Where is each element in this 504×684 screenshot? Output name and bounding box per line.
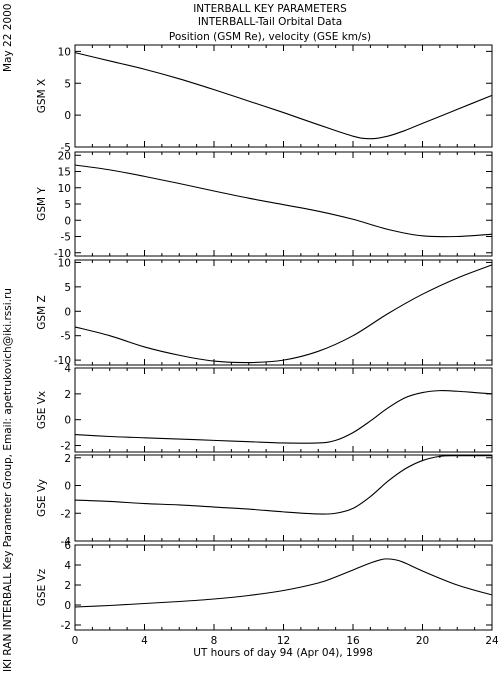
panel-5: -4 -2 0 2 GSE Vy (36, 453, 493, 548)
x-tick-label: 20 (416, 635, 429, 647)
y-tick-label: 2 (64, 389, 71, 401)
y-tick-label: 4 (64, 560, 71, 572)
y-tick-label: 0 (64, 110, 71, 122)
y-tick-label: 0 (64, 306, 71, 318)
y-tick-label: 20 (58, 150, 71, 162)
y-tick-label: 0 (64, 415, 71, 427)
panel-2: -10 -5 0 5 10 15 20 GSM Y (36, 150, 493, 260)
y-tick-label: -2 (61, 441, 71, 453)
panel-frame (74, 44, 493, 148)
header-line-2: INTERBALL-Tail Orbital Data (198, 16, 342, 28)
y-tick-label: 0 (64, 481, 71, 493)
panel-frame (74, 151, 493, 257)
y-tick-label: 2 (64, 580, 71, 592)
header-line-1: INTERBALL KEY PARAMETERS (193, 3, 347, 15)
y-tick-label: 5 (64, 78, 71, 90)
y-axis-label: GSM Z (36, 295, 48, 329)
y-tick-label: -2 (61, 508, 71, 520)
y-axis-label: GSE Vx (36, 391, 48, 429)
y-tick-label: -5 (61, 232, 71, 244)
x-tick-label: 16 (346, 635, 360, 647)
y-tick-label: 15 (58, 167, 71, 179)
series-line (74, 52, 493, 140)
series-line (74, 455, 493, 515)
y-tick-label: 10 (58, 183, 71, 195)
x-tick-label: 24 (485, 635, 499, 647)
x-tick-label: 0 (72, 635, 79, 647)
series-line (74, 164, 493, 238)
panel-4: -2 0 2 4 GSE Vx (36, 363, 493, 453)
series-line (74, 264, 493, 364)
panel-6: -2 0 2 4 6 GSE Vz (36, 540, 493, 632)
y-axis-label: GSM X (36, 79, 48, 113)
y-tick-label: 0 (64, 215, 71, 227)
y-tick-label: 2 (64, 453, 71, 465)
y-tick-label: -4 (61, 536, 72, 548)
y-axis-label: GSE Vz (36, 568, 48, 606)
side-credit: IKI RAN INTERBALL Key Parameter Group, E… (2, 288, 14, 672)
panel-1: -5 0 5 10 GSM X (36, 44, 493, 154)
y-tick-label: 5 (64, 282, 71, 294)
x-tick-label: 8 (211, 635, 218, 647)
y-tick-label: 4 (64, 363, 71, 375)
panel-3: -10 -5 0 5 10 GSM Z (36, 257, 493, 367)
y-tick-label: 0 (64, 600, 71, 612)
y-tick-label: -2 (61, 620, 71, 632)
panel-frame (74, 454, 493, 542)
y-tick-label: 5 (64, 199, 71, 211)
y-tick-label: 6 (64, 540, 71, 552)
header-line-3: Position (GSM Re), velocity (GSE km/s) (169, 31, 371, 43)
series-line (74, 558, 493, 608)
series-line (74, 390, 493, 444)
side-date: May 22 2000 (2, 4, 14, 72)
y-tick-label: 10 (58, 257, 71, 269)
y-tick-label: -10 (54, 248, 71, 260)
panel-frame (74, 259, 493, 366)
y-tick-label: 10 (58, 46, 71, 58)
y-tick-label: -5 (61, 331, 71, 343)
panel-frame (74, 367, 493, 453)
x-tick-label: 4 (141, 635, 148, 647)
x-axis-label: UT hours of day 94 (Apr 04), 1998 (193, 647, 373, 659)
y-tick-label: -10 (54, 355, 71, 367)
panel-frame (74, 544, 493, 631)
y-axis-label: GSE Vy (36, 479, 48, 517)
y-tick-label: -5 (61, 142, 71, 154)
y-axis-label: GSM Y (36, 187, 48, 221)
x-tick-label: 12 (277, 635, 290, 647)
